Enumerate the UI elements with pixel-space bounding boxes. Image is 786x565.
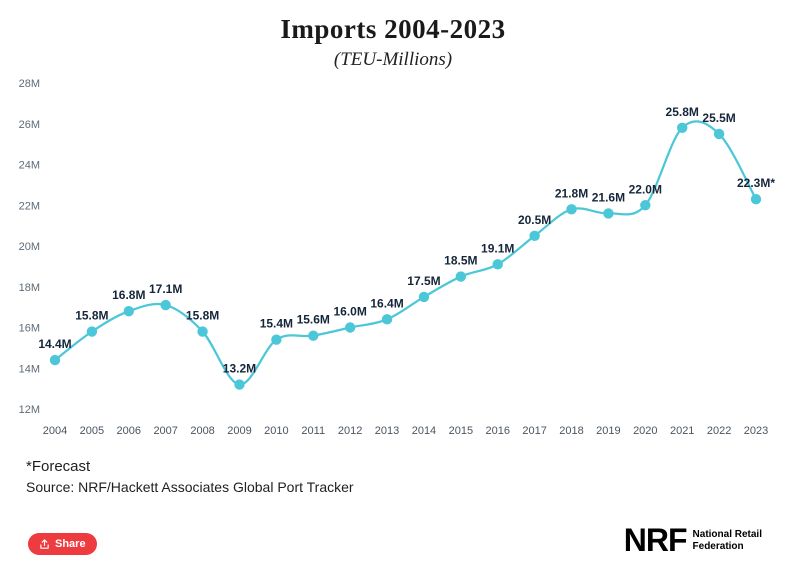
data-point [234,379,245,390]
data-point [566,204,577,215]
y-axis-tick-label: 24M [19,160,40,172]
data-point [123,306,134,317]
x-axis-tick-label: 2011 [301,425,325,437]
data-point [455,271,467,282]
x-axis-tick-label: 2021 [670,425,694,437]
data-point [197,326,208,337]
data-point-label: 17.5M [407,274,440,288]
data-point-label: 13.2M [223,362,256,376]
x-axis-tick-label: 2023 [744,425,768,437]
data-point-label: 16.8M [112,288,145,302]
data-point-label: 15.8M [75,309,108,323]
data-point-label: 21.8M [555,186,588,200]
source-note: Source: NRF/Hackett Associates Global Po… [26,479,354,495]
chart-subtitle: (TEU-Millions) [333,49,453,70]
x-axis-tick-label: 2018 [559,425,583,437]
data-point [529,230,540,242]
data-point [492,259,503,270]
x-axis-tick-label: 2005 [80,425,104,437]
x-axis-tick-label: 2007 [153,425,177,437]
y-axis-tick-label: 18M [19,282,40,294]
data-point [640,200,651,211]
data-point-label: 17.1M [149,282,182,296]
x-axis-tick-label: 2017 [522,425,546,437]
data-point-label: 20.5M [518,213,551,227]
y-axis-tick-label: 22M [19,200,40,212]
share-icon [39,538,50,550]
nrf-logo: NRF National Retail Federation [623,522,762,559]
data-point [381,314,393,325]
data-point-label: 25.5M [702,111,735,125]
data-point-label: 19.1M [481,241,514,255]
data-point [418,291,430,303]
data-point-label: 18.5M [444,254,477,268]
x-axis-tick-label: 2004 [43,425,67,437]
data-point [271,334,282,345]
chart-footer: *Forecast Source: NRF/Hackett Associates… [0,456,786,495]
data-point [160,299,171,311]
data-point [49,354,61,366]
x-axis-tick-label: 2009 [227,425,251,437]
x-axis-tick-label: 2012 [338,425,362,437]
x-axis-tick-label: 2010 [264,425,288,437]
data-point-label: 15.6M [297,313,330,327]
data-point [344,322,356,333]
bottom-row: Share NRF National Retail Federation [0,522,786,559]
data-point [713,128,725,140]
y-axis-tick-label: 12M [19,404,40,416]
line-series [54,120,757,386]
x-axis-tick-label: 2019 [596,425,620,437]
chart-canvas: 12M 14M 16M 18M 20M 22M 24M 26M 28M 2004 2005 2006 2… [19,78,776,437]
nrf-logo-text-line1: National Retail [692,529,762,541]
data-point [750,193,762,205]
nrf-logo-text-line2: Federation [692,540,744,552]
data-point-label: 15.4M [260,317,293,331]
x-axis-tick-label: 2006 [117,425,141,437]
data-point [677,122,688,134]
data-point-label: 15.8M [186,309,219,323]
y-axis-tick-label: 16M [19,323,40,335]
share-button[interactable]: Share [28,533,97,555]
x-axis-tick-label: 2013 [375,425,399,437]
data-point [86,326,98,337]
x-axis-tick-label: 2016 [485,425,509,437]
nrf-logo-mark: NRF [623,522,688,559]
line-chart: 12M 14M 16M 18M 20M 22M 24M 26M 28M 2004 2005 2006 2… [0,73,786,456]
y-axis-tick-label: 26M [19,119,40,131]
data-point-label: 21.6M [592,190,625,204]
data-point [308,330,319,341]
page-title: Imports 2004-2023 [280,14,506,44]
data-point-label: 16.0M [333,305,366,319]
x-axis-tick-label: 2014 [412,425,436,437]
y-axis-tick-label: 14M [19,363,40,375]
share-button-label: Share [55,538,86,550]
data-point [603,208,614,219]
x-axis-tick-label: 2020 [633,425,657,437]
nrf-logo-text: National Retail Federation [693,529,762,552]
y-axis-tick-label: 20M [19,241,40,253]
data-point-label: 16.4M [370,296,403,310]
data-point-label: 14.4M [38,337,71,351]
x-axis-tick-label: 2008 [190,425,214,437]
data-point-label: 25.8M [666,105,699,119]
data-point-label: 22.3M* [737,176,775,190]
x-axis-tick-label: 2015 [449,425,473,437]
x-axis-tick-label: 2022 [707,425,731,437]
y-axis-tick-label: 28M [19,78,40,90]
data-point-label: 22.0M [629,182,662,196]
forecast-note: *Forecast [26,458,91,475]
